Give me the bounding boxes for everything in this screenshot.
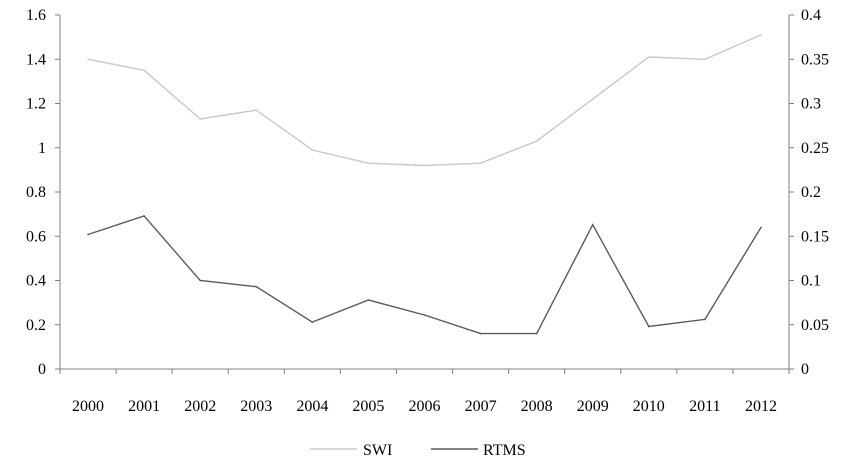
x-axis-ticks: 2000 2001 2002 2003 2004 2005 2006 2007 2008 2009… <box>59 369 790 415</box>
data-point-swi <box>311 149 314 151</box>
data-point-swi <box>760 34 762 36</box>
data-point-rtms <box>535 332 538 335</box>
data-point-swi <box>367 162 370 165</box>
right-tick-label: 0.2 <box>801 184 821 201</box>
data-point-swi <box>591 98 594 100</box>
data-point-swi <box>479 162 482 165</box>
data-point-swi <box>255 109 258 111</box>
legend: SWI RTMS <box>310 442 526 459</box>
data-point-rtms <box>704 318 706 321</box>
left-tick-label: 1.4 <box>26 51 46 68</box>
right-tick-label: 0.35 <box>801 51 829 68</box>
data-point-swi <box>87 58 89 61</box>
data-point-rtms <box>648 325 650 328</box>
right-tick-label: 0.1 <box>801 273 821 290</box>
series-line-swi <box>87 34 762 167</box>
data-point-rtms <box>255 285 258 288</box>
data-point-rtms <box>479 332 482 335</box>
left-tick-label: 0.8 <box>26 184 46 201</box>
x-tick-label: 2004 <box>296 398 328 415</box>
left-tick-label: 0 <box>38 361 46 378</box>
right-y-axis-ticks: 0 0.05 0.1 0.15 0.2 0.25 0.3 0.35 0.4 <box>789 7 829 378</box>
x-tick-label: 2003 <box>240 398 272 415</box>
left-tick-label: 0.4 <box>26 273 46 290</box>
series-lines <box>87 34 762 335</box>
data-point-rtms <box>199 279 201 282</box>
x-tick-label: 2012 <box>745 398 777 415</box>
x-tick-label: 2007 <box>465 398 497 415</box>
legend-label-swi: SWI <box>363 442 392 459</box>
data-point-swi <box>199 118 201 120</box>
left-y-axis-ticks: 0 0.2 0.4 0.6 0.8 1 1.2 1.4 1.6 <box>26 7 60 378</box>
data-point-rtms <box>591 223 594 226</box>
right-tick-label: 0.3 <box>801 96 821 113</box>
x-tick-label: 2001 <box>128 398 160 415</box>
data-point-rtms <box>311 321 314 323</box>
data-point-rtms <box>367 299 370 301</box>
x-tick-label: 2006 <box>409 398 441 415</box>
left-tick-label: 0.6 <box>26 228 46 245</box>
x-tick-label: 2008 <box>521 398 553 415</box>
left-tick-label: 0.2 <box>26 317 46 334</box>
right-tick-label: 0.05 <box>801 317 829 334</box>
data-point-rtms <box>423 314 426 316</box>
right-tick-label: 0 <box>801 361 809 378</box>
x-tick-label: 2000 <box>72 398 104 415</box>
x-tick-label: 2005 <box>352 398 384 415</box>
data-point-swi <box>648 56 650 58</box>
data-point-swi <box>143 69 145 72</box>
right-tick-label: 0.15 <box>801 228 829 245</box>
series-line-rtms <box>87 215 762 335</box>
x-tick-label: 2010 <box>633 398 665 415</box>
x-tick-label: 2011 <box>689 398 720 415</box>
data-point-rtms <box>143 215 145 217</box>
axes <box>59 15 790 370</box>
data-point-rtms <box>87 233 89 236</box>
left-tick-label: 1 <box>38 140 46 157</box>
x-tick-label: 2009 <box>577 398 609 415</box>
left-tick-label: 1.2 <box>26 96 46 113</box>
legend-label-rtms: RTMS <box>483 442 526 459</box>
left-tick-label: 1.6 <box>26 7 46 24</box>
right-tick-label: 0.4 <box>801 7 821 24</box>
data-point-swi <box>704 58 706 61</box>
data-point-swi <box>535 140 538 142</box>
x-tick-label: 2002 <box>184 398 216 415</box>
data-point-rtms <box>760 226 762 229</box>
data-point-swi <box>423 164 426 167</box>
right-tick-label: 0.25 <box>801 140 829 157</box>
